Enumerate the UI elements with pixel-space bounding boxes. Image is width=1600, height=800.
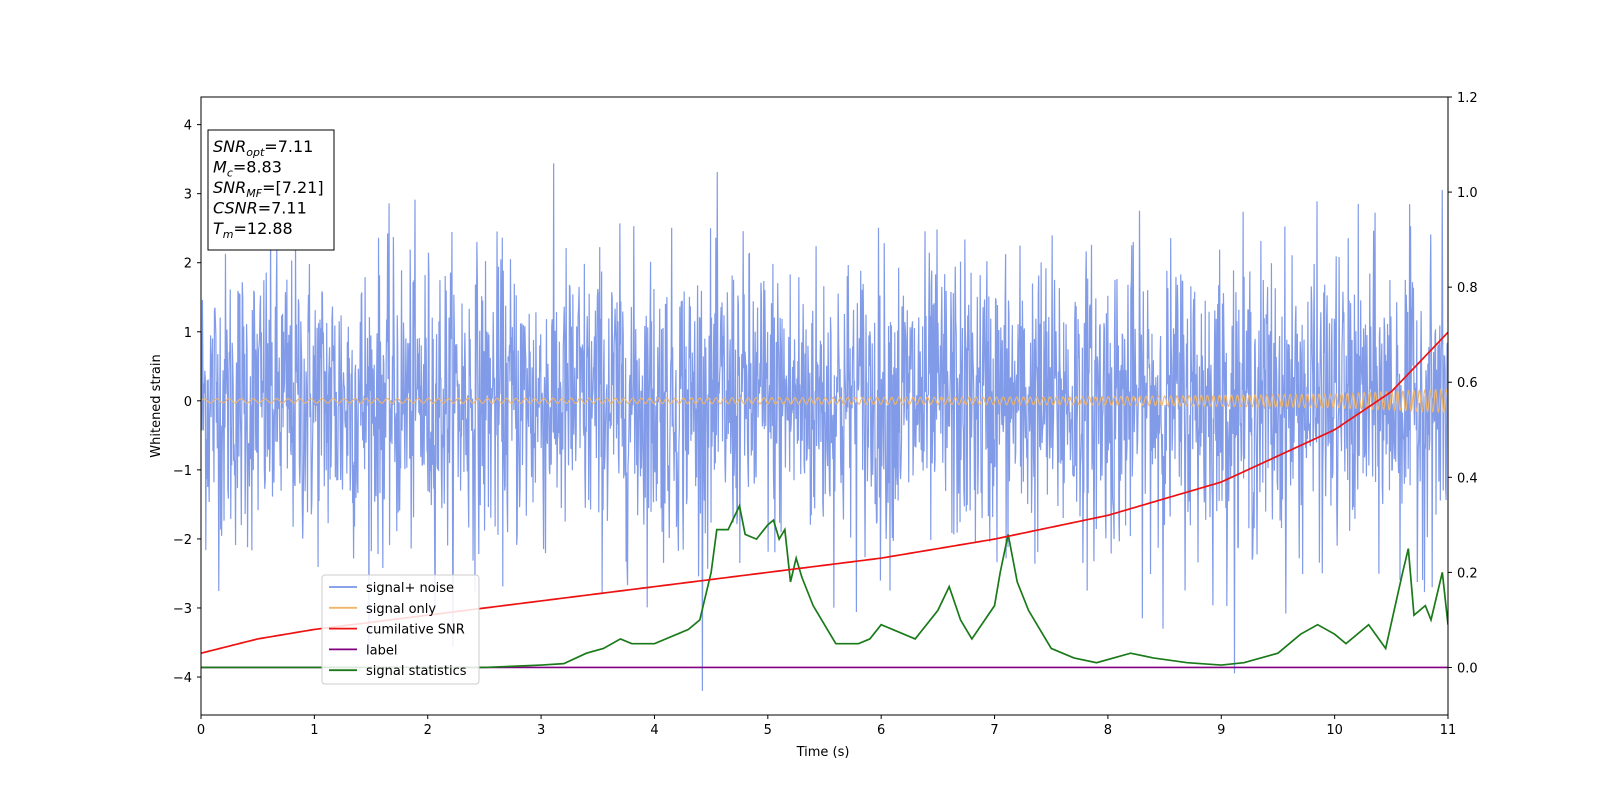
y-left-tick-label: −2 <box>173 533 192 548</box>
legend-item-signal-only: signal only <box>329 602 436 617</box>
x-tick-label: 6 <box>877 723 885 738</box>
y-right-tick-label: 1.0 <box>1457 186 1478 201</box>
x-tick-label: 4 <box>650 723 658 738</box>
legend-item-signal-noise: signal+ noise <box>329 581 454 596</box>
signal-noise-line <box>201 163 1448 691</box>
legend-item-signal-statistics: signal statistics <box>329 664 467 679</box>
x-tick-label: 7 <box>990 723 998 738</box>
legend-label: cumilative SNR <box>366 623 465 638</box>
legend-item-label: label <box>329 643 397 658</box>
y-left-tick-label: 1 <box>184 326 192 341</box>
legend-label: signal statistics <box>366 664 467 679</box>
y-right-tick-label: 0.0 <box>1457 661 1478 676</box>
signal-only-line <box>201 388 1448 414</box>
y-right-tick-label: 1.2 <box>1457 91 1478 106</box>
y-axis-left: −4 −3 −2 −1 0 1 2 3 4 <box>173 119 201 686</box>
y-left-tick-label: −1 <box>173 464 192 479</box>
y-left-tick-label: 4 <box>184 119 192 134</box>
legend: signal+ noise signal only cumilative SNR la… <box>321 574 480 685</box>
x-tick-label: 11 <box>1440 723 1457 738</box>
annotation-line: SNRMF=[7.21] <box>213 178 324 200</box>
x-tick-label: 3 <box>537 723 545 738</box>
y-left-tick-label: 2 <box>184 257 192 272</box>
annotation-line: Mc=8.83 <box>213 158 282 180</box>
legend-label: signal+ noise <box>366 581 454 596</box>
x-tick-label: 0 <box>197 723 205 738</box>
y-right-tick-label: 0.8 <box>1457 281 1478 296</box>
y-left-tick-label: −3 <box>173 602 192 617</box>
annotation-box: SNRopt=7.11Mc=8.83SNRMF=[7.21]CSNR=7.11T… <box>207 129 335 251</box>
signal-only-series <box>201 388 1448 414</box>
x-axis-label: Time (s) <box>796 745 850 760</box>
y-right-tick-label: 0.6 <box>1457 376 1478 391</box>
legend-label: signal only <box>366 602 436 617</box>
x-axis: 0 1 2 3 4 5 6 7 8 9 10 11 <box>197 715 1456 738</box>
signal-statistics-line <box>201 503 1448 669</box>
y-left-tick-label: −4 <box>173 671 192 686</box>
y-left-tick-label: 0 <box>184 395 192 410</box>
x-tick-label: 9 <box>1217 723 1225 738</box>
annotation-line: Tm=12.88 <box>213 219 293 241</box>
x-tick-label: 1 <box>310 723 318 738</box>
annotation-line: CSNR=7.11 <box>213 199 307 218</box>
legend-item-cumilative-snr: cumilative SNR <box>329 623 465 638</box>
annotation-line: SNRopt=7.11 <box>213 137 313 159</box>
y-right-tick-label: 0.4 <box>1457 471 1478 486</box>
x-tick-label: 5 <box>764 723 772 738</box>
x-tick-label: 8 <box>1104 723 1112 738</box>
signal-noise-series <box>201 163 1448 691</box>
x-tick-label: 10 <box>1326 723 1343 738</box>
plot-frame <box>200 96 1449 716</box>
y-axis-right: 0.0 0.2 0.4 0.6 0.8 1.0 1.2 <box>1448 91 1478 676</box>
y-axis-label: Whitened strain <box>149 354 164 457</box>
legend-label: label <box>366 643 397 658</box>
y-left-tick-label: 3 <box>184 188 192 203</box>
x-tick-label: 2 <box>424 723 432 738</box>
y-right-tick-label: 0.2 <box>1457 566 1478 581</box>
